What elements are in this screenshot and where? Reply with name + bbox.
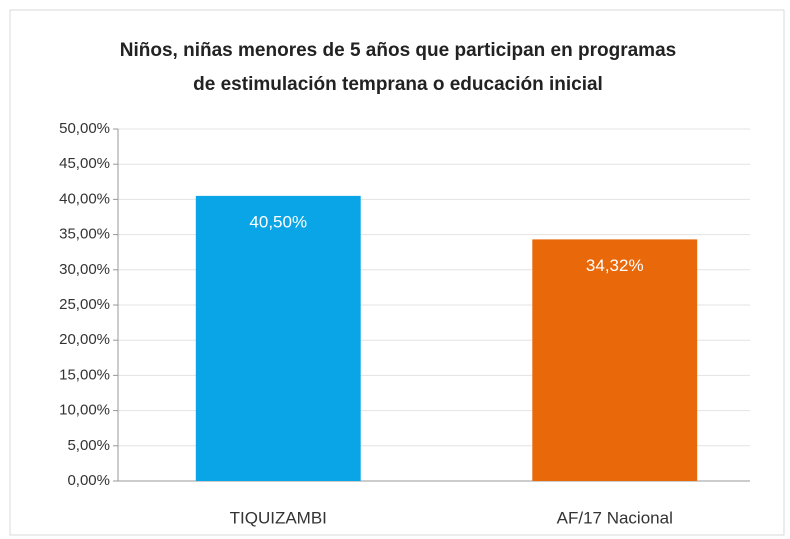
y-tick-label: 50,00% <box>59 120 110 137</box>
chart-title: de estimulación temprana o educación ini… <box>193 74 603 95</box>
y-tick-label: 25,00% <box>59 296 110 313</box>
y-tick-label: 15,00% <box>59 366 110 383</box>
bar <box>532 239 698 481</box>
y-tick-label: 5,00% <box>67 437 110 454</box>
value-label: 40,50% <box>249 212 307 231</box>
y-tick-label: 30,00% <box>59 261 110 278</box>
x-tick-label: AF/17 Nacional <box>557 508 673 527</box>
y-tick-label: 35,00% <box>59 226 110 243</box>
bar <box>195 195 361 481</box>
y-tick-label: 10,00% <box>59 402 110 419</box>
y-tick-label: 20,00% <box>59 331 110 348</box>
y-tick-label: 40,00% <box>59 190 110 207</box>
chart-title: Niños, niñas menores de 5 años que parti… <box>120 40 676 61</box>
y-tick-label: 45,00% <box>59 155 110 172</box>
y-tick-label: 0,00% <box>67 472 110 489</box>
x-tick-label: TIQUIZAMBI <box>230 508 327 527</box>
value-label: 34,32% <box>586 256 644 275</box>
